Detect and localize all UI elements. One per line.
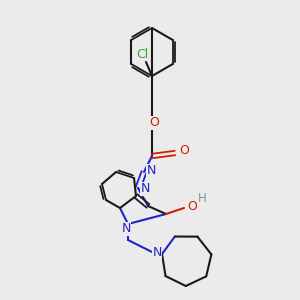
Text: N: N (146, 164, 156, 178)
Text: N: N (140, 182, 150, 196)
Text: O: O (187, 200, 197, 212)
Text: O: O (149, 116, 159, 130)
Text: O: O (179, 145, 189, 158)
Text: N: N (152, 247, 162, 260)
Text: Cl: Cl (136, 47, 148, 61)
Text: H: H (198, 193, 206, 206)
Text: N: N (121, 223, 131, 236)
